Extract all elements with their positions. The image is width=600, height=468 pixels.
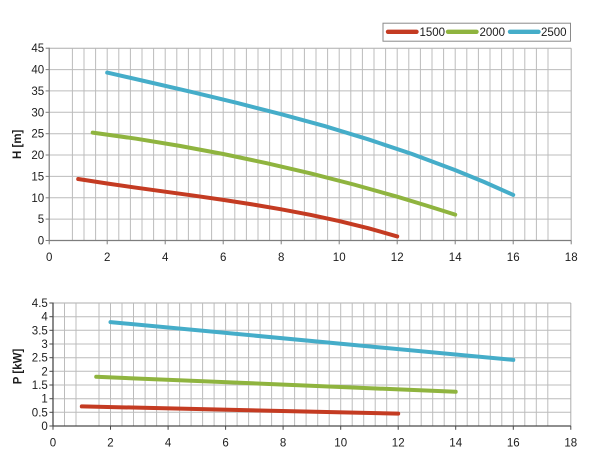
svg-text:45: 45	[31, 43, 44, 55]
svg-text:12: 12	[392, 438, 405, 450]
svg-text:2.5: 2.5	[32, 353, 48, 365]
svg-text:0.5: 0.5	[32, 407, 48, 419]
svg-text:6: 6	[222, 438, 228, 450]
svg-text:4: 4	[165, 438, 172, 450]
svg-text:1: 1	[41, 394, 47, 406]
svg-text:4: 4	[41, 312, 48, 324]
svg-text:15: 15	[31, 171, 44, 183]
svg-text:P [kW]: P [kW]	[13, 349, 25, 385]
svg-text:2: 2	[107, 438, 113, 450]
svg-text:18: 18	[564, 438, 577, 450]
svg-text:25: 25	[31, 129, 44, 141]
svg-text:0: 0	[38, 236, 44, 248]
svg-text:8: 8	[278, 252, 284, 264]
svg-text:0: 0	[41, 421, 47, 433]
svg-text:4: 4	[162, 252, 169, 264]
svg-text:4.5: 4.5	[32, 298, 48, 310]
svg-text:10: 10	[31, 193, 44, 205]
svg-text:2: 2	[41, 366, 47, 378]
svg-text:10: 10	[334, 438, 347, 450]
svg-text:2000: 2000	[480, 27, 506, 39]
svg-text:35: 35	[31, 86, 44, 98]
svg-text:0: 0	[50, 438, 56, 450]
svg-text:1.5: 1.5	[32, 380, 48, 392]
svg-text:2: 2	[104, 252, 110, 264]
svg-text:3.5: 3.5	[32, 325, 48, 337]
svg-text:3: 3	[41, 339, 47, 351]
svg-text:14: 14	[449, 438, 462, 450]
svg-text:H [m]: H [m]	[12, 129, 24, 159]
svg-text:6: 6	[220, 252, 226, 264]
svg-text:2500: 2500	[541, 27, 567, 39]
svg-text:20: 20	[31, 150, 44, 162]
svg-text:16: 16	[507, 252, 520, 264]
svg-text:14: 14	[449, 252, 462, 264]
svg-text:1500: 1500	[420, 27, 446, 39]
svg-text:40: 40	[31, 65, 44, 77]
svg-text:12: 12	[391, 252, 404, 264]
svg-text:10: 10	[333, 252, 346, 264]
svg-text:16: 16	[507, 438, 520, 450]
svg-text:5: 5	[38, 214, 44, 226]
svg-text:8: 8	[280, 438, 286, 450]
svg-text:30: 30	[31, 107, 44, 119]
svg-text:18: 18	[565, 252, 578, 264]
svg-text:0: 0	[46, 252, 52, 264]
